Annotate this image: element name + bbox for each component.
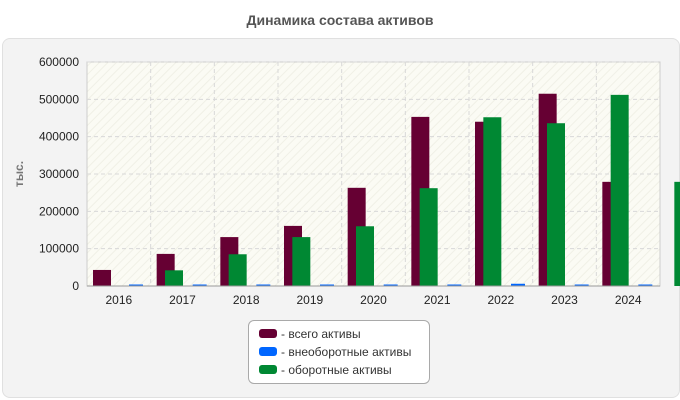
legend-item-noncurrent-assets: - внеоборотные активы — [259, 344, 411, 360]
y-axis-label: тыс. — [12, 161, 26, 187]
bar-2018-series-2 — [256, 284, 271, 286]
bar-2021-series-3 — [483, 117, 502, 287]
y-tick-label: 100000 — [39, 242, 79, 256]
legend-label-current-assets: - оборотные активы — [281, 363, 392, 377]
bar-2017-series-3 — [228, 254, 247, 286]
legend-swatch-noncurrent-assets — [259, 347, 277, 357]
legend-swatch-total-assets — [259, 329, 277, 339]
bar-2019-series-3 — [356, 226, 374, 286]
bar-2024-series-2 — [638, 284, 653, 286]
bar-2024-series-3 — [674, 181, 680, 286]
bar-2016-series-1 — [93, 269, 111, 286]
legend-item-current-assets: - оборотные активы — [259, 362, 392, 378]
x-tick-label: 2017 — [169, 293, 196, 307]
bar-2023-series-3 — [610, 94, 629, 286]
legend: - всего активы - внеоборотные активы - о… — [248, 320, 430, 384]
bar-2022-series-3 — [547, 123, 565, 286]
x-tick-label: 2016 — [105, 293, 132, 307]
bar-2018-series-3 — [292, 237, 311, 286]
y-tick-label: 400000 — [39, 130, 79, 144]
y-tick-label: 0 — [72, 279, 79, 293]
legend-item-total-assets: - всего активы — [259, 326, 361, 342]
legend-swatch-current-assets — [259, 365, 277, 375]
x-tick-label: 2019 — [296, 293, 323, 307]
bar-2016-series-2 — [129, 284, 143, 286]
bar-2020-series-2 — [383, 284, 398, 286]
x-tick-label: 2023 — [551, 293, 578, 307]
bar-2023-series-2 — [574, 284, 589, 286]
legend-label-total-assets: - всего активы — [281, 327, 361, 341]
y-tick-label: 200000 — [39, 204, 79, 218]
chart-title: Динамика состава активов — [246, 12, 434, 28]
bar-2019-series-2 — [320, 284, 334, 286]
x-tick-label: 2021 — [424, 293, 451, 307]
x-tick-label: 2018 — [233, 293, 260, 307]
bar-2016-series-3 — [165, 270, 183, 286]
y-tick-label: 600000 — [39, 55, 79, 69]
y-tick-label: 300000 — [39, 167, 79, 181]
y-tick-label: 500000 — [39, 92, 79, 106]
bar-2017-series-2 — [192, 284, 207, 286]
bar-2022-series-2 — [511, 283, 525, 286]
bar-2020-series-3 — [419, 188, 438, 286]
x-tick-label: 2020 — [360, 293, 387, 307]
x-tick-label: 2024 — [615, 293, 642, 307]
bar-2021-series-2 — [447, 284, 462, 286]
x-tick-label: 2022 — [487, 293, 514, 307]
legend-label-noncurrent-assets: - внеоборотные активы — [281, 345, 412, 359]
